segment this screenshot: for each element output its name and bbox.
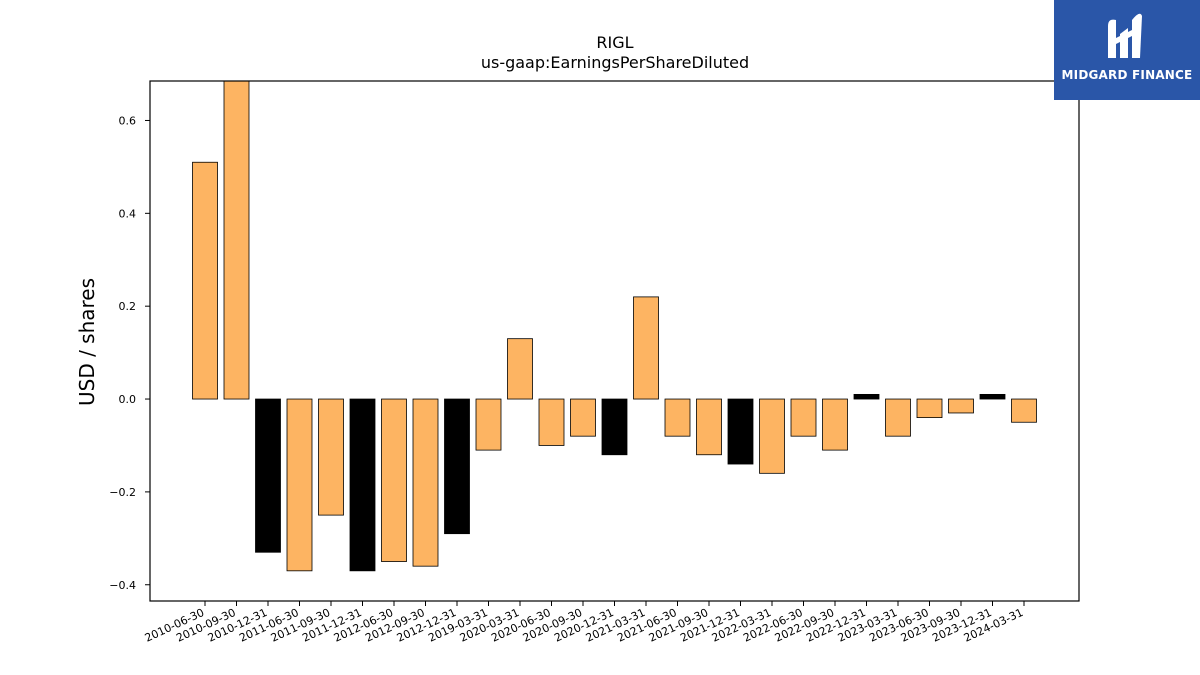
plot-frame bbox=[149, 80, 1080, 602]
y-tick-label: −0.2 bbox=[109, 486, 136, 499]
bar-2021-03-31 bbox=[633, 296, 659, 400]
y-tick-label: 0.4 bbox=[119, 207, 137, 220]
bar-2022-03-31 bbox=[759, 398, 785, 474]
bar-2020-03-31 bbox=[507, 338, 533, 400]
bar-2023-12-31 bbox=[979, 393, 1006, 400]
x-axis: 2010-06-302010-09-302010-12-312011-06-30… bbox=[143, 601, 1025, 645]
bar-2020-06-30 bbox=[538, 398, 565, 446]
chart-subtitle: us-gaap:EarningsPerShareDiluted bbox=[481, 53, 749, 72]
bar-2011-06-30 bbox=[286, 398, 313, 572]
y-axis-label: USD / shares bbox=[75, 278, 99, 406]
bar-2010-09-30 bbox=[223, 80, 250, 400]
y-tick-label: 0.2 bbox=[119, 300, 137, 313]
logo-text: MIDGARD FINANCE bbox=[1061, 68, 1193, 82]
y-tick-label: −0.4 bbox=[109, 579, 136, 592]
bar-2023-09-30 bbox=[948, 398, 974, 414]
bar-2012-06-30 bbox=[381, 398, 407, 562]
bar-2022-06-30 bbox=[790, 398, 817, 437]
bar-2010-06-30 bbox=[192, 161, 218, 400]
y-axis: −0.4 −0.2 0.0 0.2 0.4 0.6 bbox=[109, 114, 150, 592]
bars-group bbox=[192, 80, 1037, 572]
bar-2019-03-31 bbox=[475, 398, 502, 451]
bar-2023-03-31 bbox=[885, 398, 911, 437]
bar-2011-12-31 bbox=[349, 398, 376, 572]
bar-2010-12-31 bbox=[255, 398, 281, 553]
bar-2021-06-30 bbox=[664, 398, 691, 437]
bar-2021-09-30 bbox=[696, 398, 722, 456]
bar-2024-03-31 bbox=[1011, 398, 1037, 423]
bar-2021-12-31 bbox=[727, 398, 754, 465]
bar-2012-09-30 bbox=[412, 398, 439, 567]
bar-2020-09-30 bbox=[570, 398, 596, 437]
bar-2022-09-30 bbox=[822, 398, 848, 451]
bar-2011-09-30 bbox=[318, 398, 344, 516]
bar-2020-12-31 bbox=[601, 398, 628, 456]
chart-title: RIGL bbox=[596, 33, 633, 52]
bar-2012-12-31 bbox=[444, 398, 470, 535]
bar-2022-12-31 bbox=[853, 393, 880, 400]
midgard-finance-logo: MIDGARD FINANCE bbox=[1054, 0, 1200, 100]
y-tick-label: 0.6 bbox=[119, 114, 137, 127]
midgard-logo-icon bbox=[1108, 13, 1142, 59]
y-tick-label: 0.0 bbox=[119, 393, 137, 406]
bar-2023-06-30 bbox=[916, 398, 943, 419]
